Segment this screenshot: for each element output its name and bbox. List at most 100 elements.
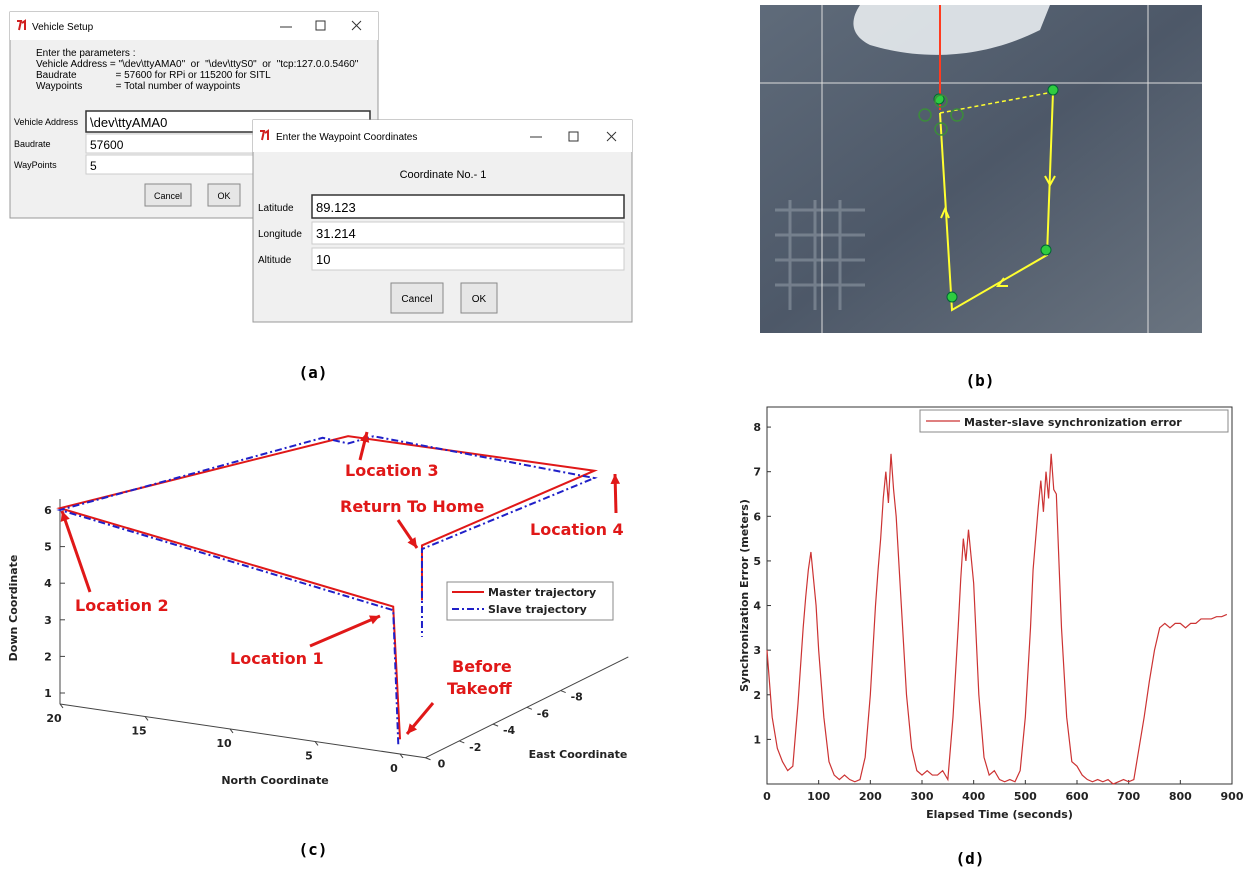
chart-3d: 0 5 10 15 20 0 -2 -4 -6 -8 1 2 3 4 5 6 North Coordinate E…	[7, 431, 629, 859]
x-tick	[144, 716, 149, 721]
field-value: 89.123	[316, 200, 356, 215]
field-label: WayPoints	[14, 160, 57, 170]
x-tick-label: 400	[962, 790, 985, 803]
field-value: \dev\ttyAMA0	[90, 115, 167, 130]
x-axis-label: Elapsed Time (seconds)	[926, 808, 1073, 821]
button-label: OK	[472, 294, 487, 305]
legend-box	[919, 409, 1229, 433]
x-tick-label: 15	[131, 724, 146, 737]
dialog-title: Enter the Waypoint Coordinates	[276, 132, 417, 143]
annotation-arrowhead	[407, 723, 418, 734]
instruction: Enter the parameters :	[36, 48, 136, 59]
drone-icon	[918, 94, 964, 136]
field-value: 5	[90, 159, 97, 173]
satellite-image	[760, 5, 1202, 333]
x-tick-label: 20	[46, 712, 62, 725]
y-tick-label: -2	[469, 741, 481, 754]
legend-label: Slave trajectory	[488, 603, 587, 616]
annotation: Location 1	[230, 649, 324, 668]
y-tick	[425, 757, 431, 761]
x-tick-label: 300	[911, 790, 934, 803]
x-tick-label: 700	[1117, 790, 1140, 803]
caption: (a)	[299, 363, 328, 382]
close[interactable]	[351, 20, 362, 31]
x-tick-label: 0	[390, 762, 398, 775]
x-tick-label: 900	[1221, 790, 1244, 803]
maximize[interactable]	[315, 20, 326, 31]
entry[interactable]	[311, 221, 625, 245]
z-tick-label: 4	[44, 577, 52, 590]
cloud	[853, 5, 1050, 55]
chart-line: 0 100 200 300 400 500 600 700 800 900 1 2 3 4 5 6 7 8 Mast…	[738, 406, 1244, 868]
maximize[interactable]	[568, 131, 579, 142]
y-tick	[459, 740, 465, 744]
y-tick-label: -6	[537, 707, 550, 720]
field-label: Altitude	[258, 255, 292, 266]
field-value: 57600	[90, 138, 124, 152]
annotation-arrowhead	[610, 474, 621, 485]
instruction: Waypoints = Total number of waypoints	[36, 81, 240, 92]
legend-box	[446, 581, 614, 621]
y-tick-label: 0	[438, 758, 446, 771]
annotation: Return To Home	[340, 497, 484, 516]
annotation-arrowhead	[407, 537, 417, 548]
y-tick-label: 3	[753, 644, 761, 657]
app-icon	[17, 19, 26, 31]
annotation: Location 3	[345, 461, 439, 480]
x-axis-label: North Coordinate	[221, 774, 328, 787]
caption: (b)	[966, 371, 995, 390]
route	[939, 91, 1054, 114]
waypoint-dialog: Enter the Waypoint Coordinates Coordinat…	[252, 119, 633, 323]
button[interactable]	[207, 183, 241, 207]
y-axis-label: Synchronization Error (meters)	[738, 499, 751, 692]
annotation: Location 4	[530, 520, 624, 539]
plot-area	[766, 406, 1233, 785]
annotation-arrow	[60, 510, 92, 593]
z-tick-label: 1	[44, 687, 52, 700]
z-tick-label: 2	[44, 650, 52, 663]
button-label: Cancel	[154, 191, 182, 201]
button[interactable]	[460, 282, 498, 314]
z-axis-label: Down Coordinate	[7, 555, 20, 662]
field-label: Vehicle Address	[14, 117, 79, 127]
dialog-title: Vehicle Setup	[32, 22, 94, 33]
x-tick-label: 10	[216, 737, 232, 750]
annotation-arrow	[309, 614, 381, 648]
field-label: Baudrate	[14, 139, 51, 149]
y-tick-label: -4	[503, 724, 516, 737]
legend-label: Master trajectory	[488, 586, 596, 599]
caption: (d)	[956, 849, 985, 868]
field-label: Latitude	[258, 203, 294, 214]
x-tick-label: 800	[1169, 790, 1192, 803]
x-tick	[314, 741, 319, 746]
button[interactable]	[390, 282, 444, 314]
button-label: Cancel	[401, 294, 432, 305]
z-tick-label: 5	[44, 541, 52, 554]
field-value: 31.214	[316, 226, 356, 241]
annotation: Location 2	[75, 596, 169, 615]
entry[interactable]	[311, 194, 625, 219]
x-tick-label: 100	[807, 790, 830, 803]
entry[interactable]	[311, 247, 625, 271]
x-tick	[59, 703, 64, 709]
x-tick-label: 600	[1066, 790, 1089, 803]
x-tick-label: 200	[859, 790, 882, 803]
y-tick	[560, 690, 566, 693]
z-tick-label: 3	[44, 614, 52, 627]
y-tick-label: 6	[753, 510, 761, 523]
y-tick	[526, 706, 533, 710]
app-icon	[260, 129, 269, 141]
annotation: Before	[452, 657, 512, 676]
y-tick-label: 2	[753, 689, 761, 702]
button-label: OK	[217, 191, 230, 201]
x-tick	[229, 728, 234, 734]
x-tick-label: 0	[763, 790, 771, 803]
annotation-arrowhead	[60, 511, 70, 522]
route-arrow	[940, 175, 1056, 287]
close[interactable]	[606, 131, 617, 142]
caption: (c)	[299, 840, 328, 859]
button[interactable]	[144, 183, 192, 207]
texture	[775, 200, 865, 310]
